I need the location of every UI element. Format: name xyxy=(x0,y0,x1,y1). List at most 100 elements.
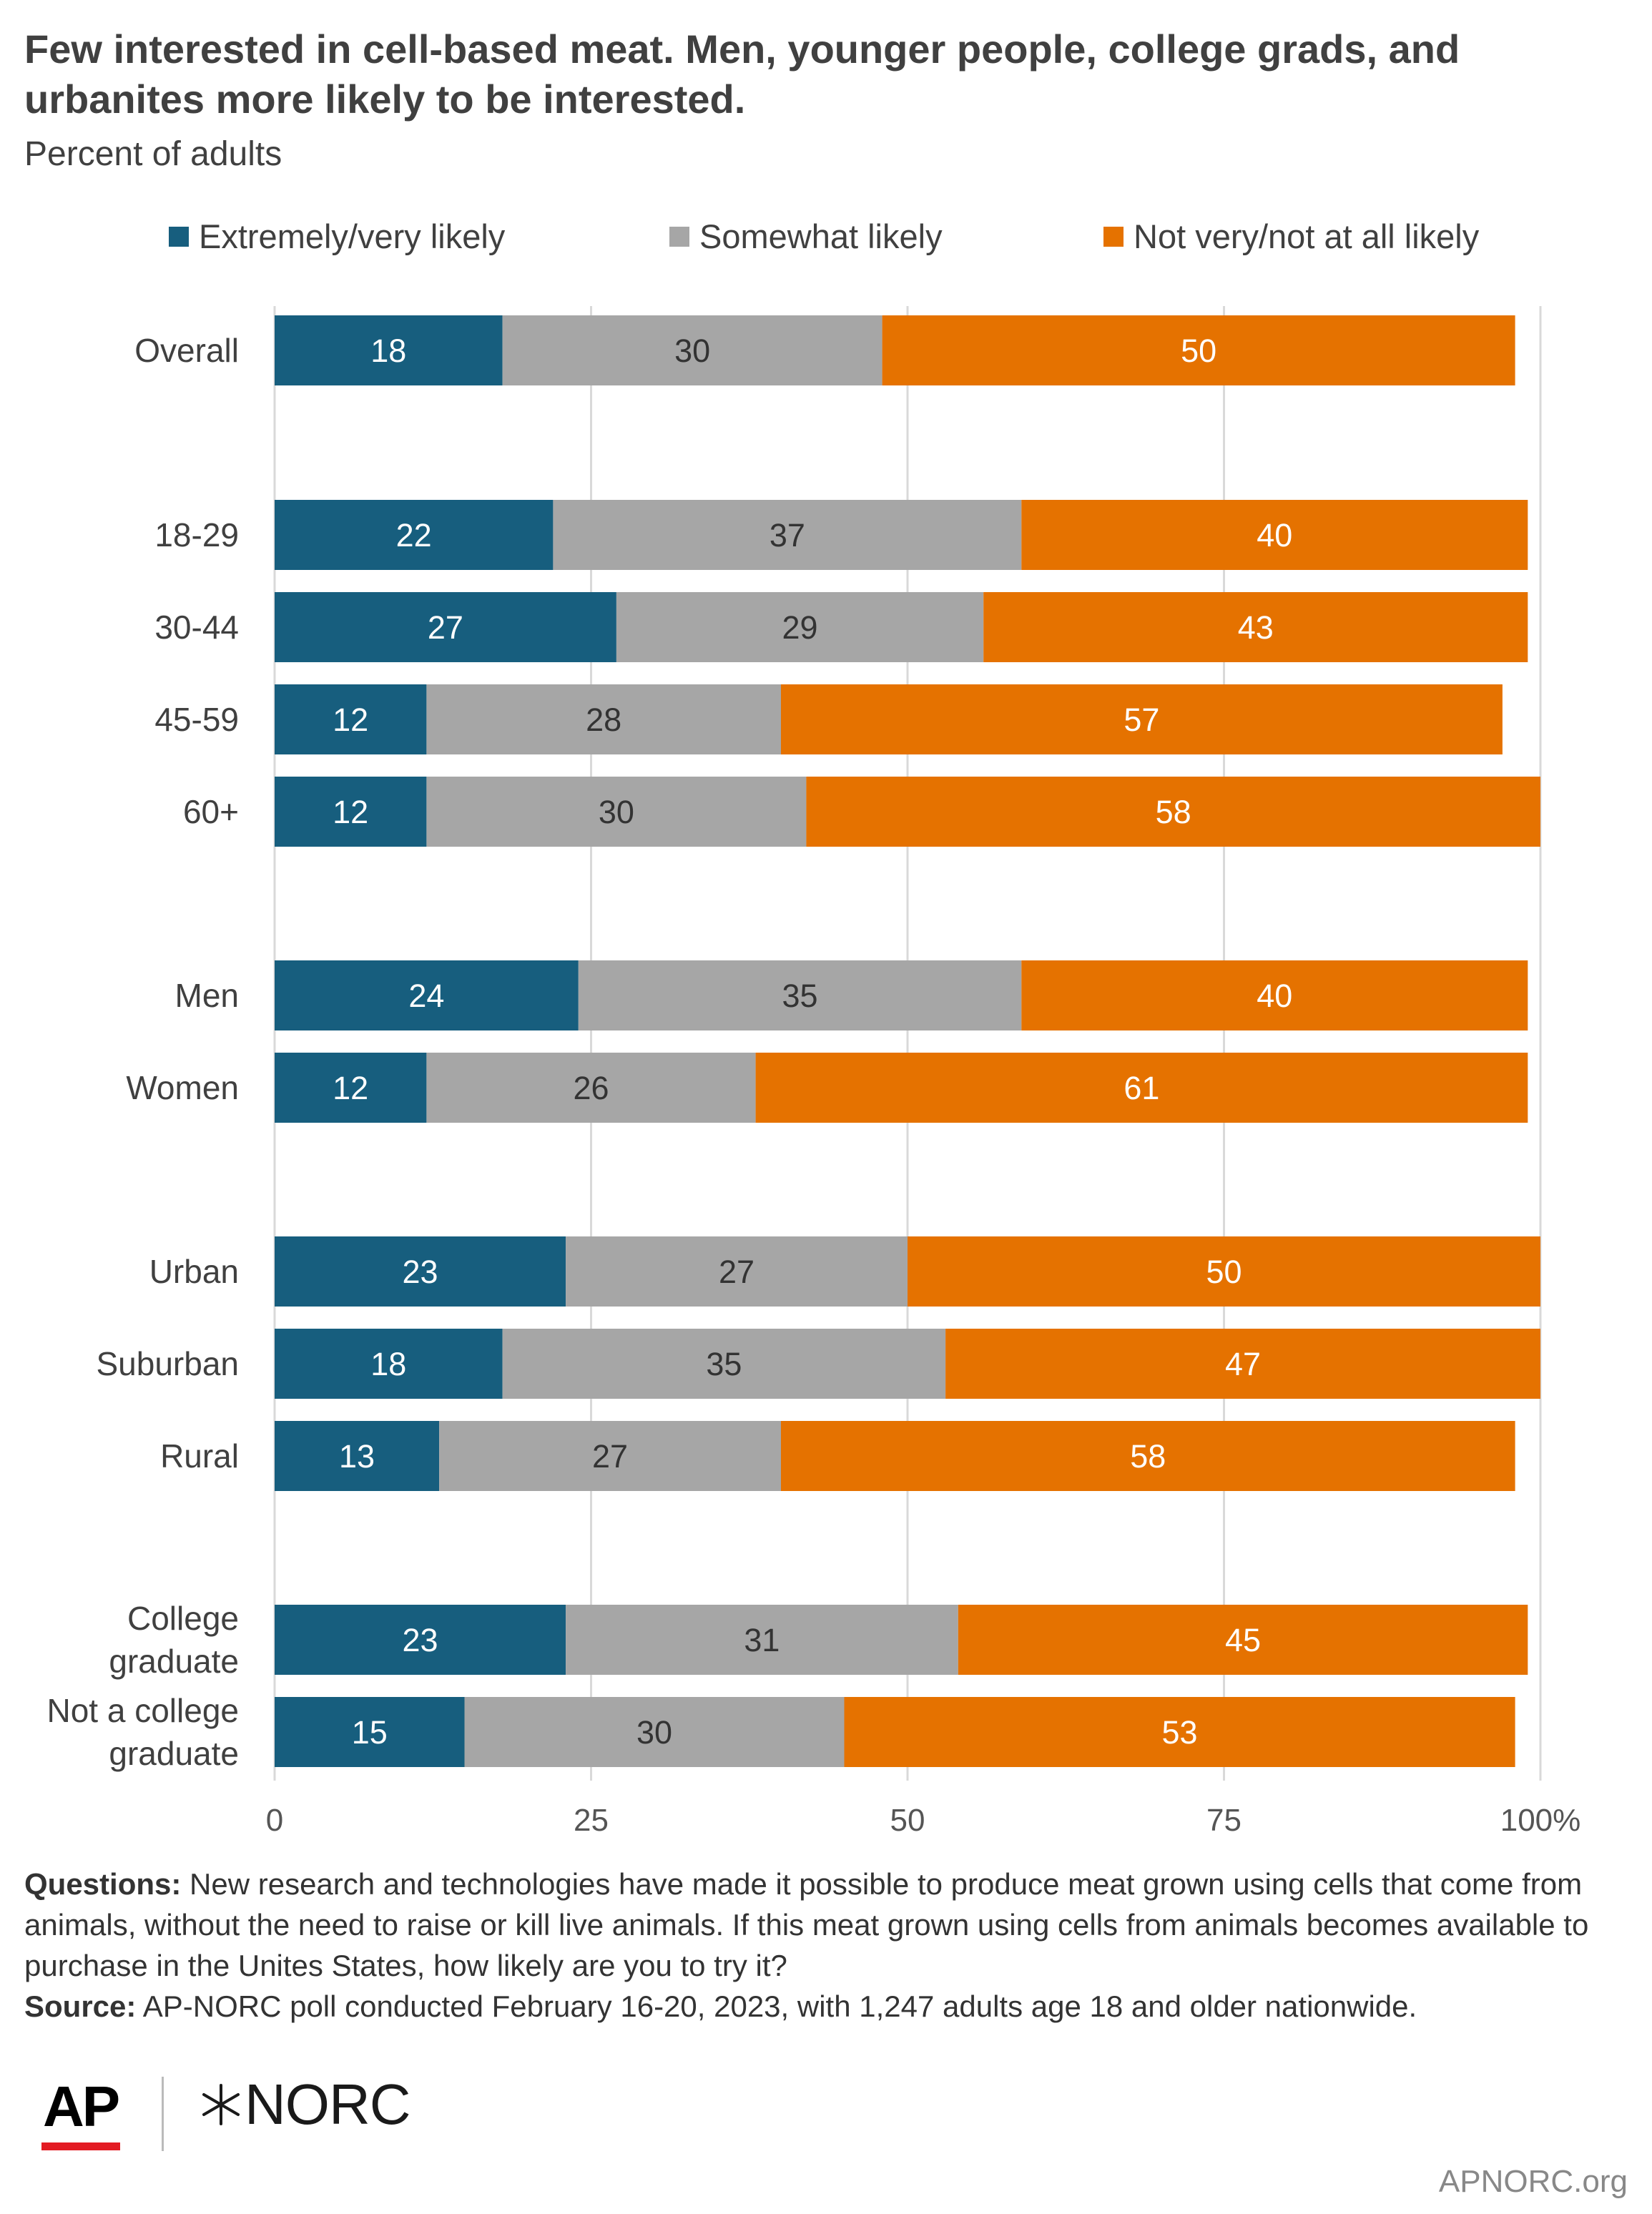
category-label-9: Rural xyxy=(160,1437,239,1475)
data-label-0-0: 18 xyxy=(370,333,406,369)
bar-segment-6-1 xyxy=(426,1053,756,1123)
data-label-5-2: 40 xyxy=(1257,978,1292,1014)
data-label-11-0: 15 xyxy=(352,1714,388,1751)
data-label-4-2: 58 xyxy=(1156,794,1191,830)
bar-segment-3-2 xyxy=(781,684,1503,754)
bar-segment-7-2 xyxy=(908,1236,1540,1307)
data-label-3-0: 12 xyxy=(333,702,368,738)
category-label-4: 60+ xyxy=(183,793,239,830)
bar-segment-4-2 xyxy=(806,777,1540,847)
data-label-9-1: 27 xyxy=(592,1438,628,1475)
bar-segment-8-2 xyxy=(945,1329,1540,1399)
bar-segment-11-2 xyxy=(844,1697,1515,1767)
bar-segment-1-2 xyxy=(1021,500,1528,570)
data-label-9-0: 13 xyxy=(339,1438,375,1475)
data-label-10-2: 45 xyxy=(1225,1622,1261,1658)
legend-swatch-not-very xyxy=(1103,226,1124,247)
category-label-5: Men xyxy=(175,977,239,1014)
bar-segment-10-1 xyxy=(566,1605,958,1675)
bar-segment-9-1 xyxy=(439,1421,781,1491)
category-label-0: Overall xyxy=(134,332,239,369)
data-label-6-1: 26 xyxy=(573,1070,609,1106)
legend-swatch-extremely-very xyxy=(169,226,189,247)
bar-segment-8-0 xyxy=(275,1329,503,1399)
bar-segment-9-0 xyxy=(275,1421,440,1491)
data-label-1-0: 22 xyxy=(396,517,432,554)
questions-label: Questions: xyxy=(24,1867,182,1901)
category-label-7: Urban xyxy=(149,1253,239,1290)
category-label-11-line-0: Not a college xyxy=(47,1692,240,1729)
bar-segment-10-0 xyxy=(275,1605,566,1675)
data-label-5-0: 24 xyxy=(408,978,444,1014)
bar-segment-3-1 xyxy=(426,684,781,754)
data-label-11-1: 30 xyxy=(636,1714,672,1751)
x-tick-label-100: 100% xyxy=(1500,1803,1581,1838)
x-tick-label-25: 25 xyxy=(574,1803,609,1838)
category-label-2: 30-44 xyxy=(154,609,239,646)
data-label-2-0: 27 xyxy=(428,609,463,646)
norc-logo-text: NORC xyxy=(245,2072,411,2136)
data-label-4-1: 30 xyxy=(599,794,634,830)
x-tick-label-50: 50 xyxy=(890,1803,925,1838)
x-tick-label-0: 0 xyxy=(266,1803,283,1838)
data-label-11-2: 53 xyxy=(1162,1714,1198,1751)
source-text: AP-NORC poll conducted February 16-20, 2… xyxy=(142,1989,1417,2023)
bar-segment-4-0 xyxy=(275,777,427,847)
bar-segment-10-2 xyxy=(958,1605,1528,1675)
bar-segment-1-1 xyxy=(553,500,1022,570)
category-label-10-line-0: College xyxy=(127,1600,239,1637)
data-label-4-0: 12 xyxy=(333,794,368,830)
data-label-7-1: 27 xyxy=(719,1254,754,1290)
bar-segment-6-2 xyxy=(755,1053,1528,1123)
category-label-10: College graduate xyxy=(109,1600,239,1680)
data-label-8-0: 18 xyxy=(370,1346,406,1382)
bar-segment-7-0 xyxy=(275,1236,566,1307)
data-label-8-1: 35 xyxy=(706,1346,742,1382)
questions-note: Questions: New research and technologies… xyxy=(24,1864,1633,1986)
legend-label-not-very: Not very/not at all likely xyxy=(1134,217,1480,255)
data-label-6-2: 61 xyxy=(1124,1070,1159,1106)
bar-segment-0-0 xyxy=(275,315,503,385)
legend-label-extremely-very: Extremely/very likely xyxy=(199,217,506,255)
legend-label-somewhat: Somewhat likely xyxy=(699,217,943,255)
legend-swatch-somewhat xyxy=(669,226,689,247)
bar-segment-6-0 xyxy=(275,1053,427,1123)
bar-segment-5-1 xyxy=(578,960,1022,1030)
bar-segment-0-1 xyxy=(502,315,882,385)
legend: Extremely/very likely Somewhat likely No… xyxy=(0,217,1652,260)
data-label-0-2: 50 xyxy=(1181,333,1216,369)
bar-segment-11-1 xyxy=(464,1697,845,1767)
bar-segment-8-1 xyxy=(502,1329,946,1399)
data-label-2-2: 43 xyxy=(1238,609,1274,646)
source-note: Source: AP-NORC poll conducted February … xyxy=(24,1986,1633,2027)
bar-segment-7-1 xyxy=(566,1236,908,1307)
bar-segment-2-1 xyxy=(616,592,984,662)
notes: Questions: New research and technologies… xyxy=(24,1864,1633,2027)
data-label-6-0: 12 xyxy=(333,1070,368,1106)
norc-star-icon xyxy=(202,2084,240,2125)
category-label-11: Not a college graduate xyxy=(47,1692,240,1772)
questions-text: New research and technologies have made … xyxy=(24,1867,1589,1982)
bar-segment-9-2 xyxy=(781,1421,1515,1491)
bar-segment-2-2 xyxy=(983,592,1528,662)
category-label-10-line-1: graduate xyxy=(109,1643,239,1680)
source-label: Source: xyxy=(24,1989,137,2023)
bar-segment-11-0 xyxy=(275,1697,465,1767)
data-label-5-1: 35 xyxy=(782,978,818,1014)
data-label-8-2: 47 xyxy=(1225,1346,1261,1382)
data-label-3-1: 28 xyxy=(586,702,621,738)
bar-segment-1-0 xyxy=(275,500,554,570)
category-label-3: 45-59 xyxy=(154,701,239,738)
category-label-1: 18-29 xyxy=(154,516,239,554)
bar-segment-4-1 xyxy=(426,777,807,847)
data-label-9-2: 58 xyxy=(1130,1438,1166,1475)
legend-item-not-very: Not very/not at all likely xyxy=(1103,217,1479,256)
bar-segment-5-0 xyxy=(275,960,579,1030)
data-label-10-1: 31 xyxy=(744,1622,780,1658)
category-label-8: Suburban xyxy=(97,1345,240,1382)
legend-item-extremely-very: Extremely/very likely xyxy=(169,217,505,256)
logo-divider xyxy=(162,2077,164,2151)
data-label-10-0: 23 xyxy=(403,1622,438,1658)
data-label-0-1: 30 xyxy=(674,333,710,369)
legend-item-somewhat: Somewhat likely xyxy=(669,217,943,256)
